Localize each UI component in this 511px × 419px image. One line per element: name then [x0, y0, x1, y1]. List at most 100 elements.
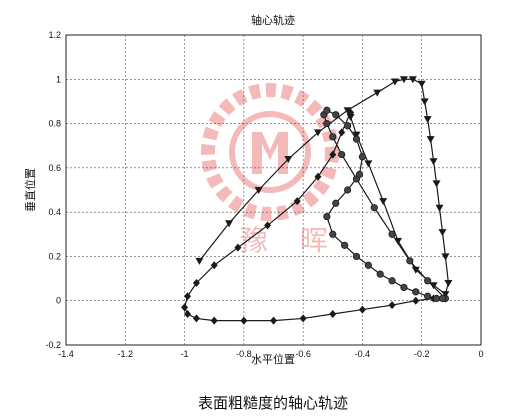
- data-point-triangle-down: [313, 129, 322, 137]
- data-point-diamond: [314, 172, 322, 181]
- data-point-triangle-down: [429, 158, 438, 166]
- data-point-triangle-down: [411, 266, 420, 274]
- chart-title: 轴心轨迹: [251, 13, 295, 27]
- data-point-triangle-down: [225, 220, 234, 228]
- data-point-triangle-down: [391, 78, 400, 86]
- svg-text:豫: 豫: [240, 225, 268, 256]
- data-point-circle: [352, 252, 361, 261]
- data-point-diamond: [329, 150, 337, 159]
- data-point-circle: [329, 230, 337, 238]
- y-tick-label: 1: [56, 74, 61, 84]
- data-point-triangle-down: [435, 204, 444, 212]
- data-point-triangle-down: [444, 280, 453, 287]
- data-point-circle: [424, 292, 432, 300]
- data-point-circle: [323, 106, 331, 114]
- x-tick-label: -1: [181, 349, 189, 359]
- x-tick-label: -0.6: [295, 349, 311, 359]
- x-tick-label: -1.4: [58, 349, 74, 359]
- data-point-circle: [358, 153, 367, 161]
- x-axis-label: 水平位置: [251, 352, 295, 366]
- figure-caption: 表面粗糙度的轴心轨迹: [198, 395, 348, 412]
- data-point-circle: [323, 212, 331, 221]
- x-tick-label: 0: [478, 349, 483, 359]
- data-point-circle: [323, 119, 331, 128]
- data-point-circle: [432, 294, 441, 303]
- data-point-circle: [338, 150, 346, 159]
- data-point-circle: [341, 241, 349, 249]
- data-point-circle: [388, 230, 396, 238]
- data-point-diamond: [358, 305, 366, 314]
- x-tick-label: -0.8: [236, 349, 252, 359]
- data-point-circle: [329, 133, 337, 141]
- x-tick-labels: -1.4 -1.2 -1 -0.8 -0.6 -0.4 -0.2 0: [58, 349, 483, 359]
- data-point-triangle-down: [399, 76, 408, 84]
- data-point-triangle-down: [364, 160, 373, 168]
- data-point-circle: [438, 294, 447, 303]
- x-tick-label: -1.2: [118, 349, 134, 359]
- data-point-diamond: [192, 314, 200, 323]
- y-axis-label: 垂直位置: [23, 168, 37, 212]
- data-point-circle: [352, 135, 361, 143]
- y-tick-label: 0.8: [48, 119, 61, 129]
- data-point-triangle-down: [352, 131, 361, 139]
- y-tick-label: -0.2: [45, 340, 61, 350]
- data-point-circle: [412, 288, 420, 296]
- data-point-diamond: [293, 197, 301, 206]
- watermark-logo: 豫 晖: [201, 83, 339, 256]
- data-point-triangle-down: [408, 76, 417, 84]
- data-point-diamond: [270, 316, 277, 325]
- data-point-diamond: [210, 261, 218, 270]
- orbit-line-triangle-down: [198, 78, 450, 296]
- y-tick-label: 0.6: [48, 163, 61, 173]
- y-tick-label: 0: [56, 296, 61, 306]
- y-tick-label: 0.2: [48, 251, 61, 261]
- y-tick-label: 1.2: [48, 30, 61, 40]
- data-point-diamond: [299, 314, 307, 323]
- plot-frame: [65, 34, 482, 346]
- data-point-diamond: [184, 310, 192, 318]
- data-point-triangle-down: [426, 136, 435, 144]
- data-point-circle: [370, 204, 378, 212]
- data-point-circle: [388, 277, 396, 285]
- data-point-triangle-down: [420, 98, 429, 106]
- data-point-circle: [424, 277, 432, 285]
- data-point-diamond: [329, 310, 337, 318]
- data-point-circle: [344, 186, 352, 194]
- data-point-circle: [344, 122, 352, 130]
- data-point-circle: [376, 270, 384, 278]
- data-point-diamond: [264, 221, 272, 230]
- data-point-circle: [332, 111, 340, 119]
- data-point-diamond: [412, 296, 420, 305]
- data-point-triangle-down: [284, 156, 293, 163]
- data-point-triangle-down: [438, 229, 447, 237]
- data-point-triangle-down: [373, 89, 382, 97]
- data-point-triangle-down: [441, 253, 450, 261]
- data-point-diamond: [388, 301, 396, 310]
- data-point-triangle-down: [432, 180, 441, 188]
- y-tick-label: 0.4: [48, 207, 61, 217]
- data-point-circle: [332, 199, 340, 207]
- x-tick-label: -0.4: [355, 349, 371, 359]
- svg-text:晖: 晖: [300, 225, 328, 256]
- data-point-diamond: [338, 128, 346, 137]
- data-point-circle: [364, 261, 372, 269]
- data-point-diamond: [234, 243, 242, 252]
- data-point-circle: [406, 257, 414, 265]
- y-tick-labels: -0.2 0 0.2 0.4 0.6 0.8 1 1.2: [45, 30, 61, 350]
- data-point-triangle-down: [417, 80, 426, 88]
- data-point-triangle-down: [195, 257, 204, 265]
- data-point-triangle-down: [343, 107, 352, 115]
- data-point-diamond: [192, 279, 200, 287]
- data-point-triangle-down: [379, 198, 388, 206]
- data-point-triangle-down: [254, 187, 263, 194]
- grid-lines: [66, 35, 481, 345]
- x-tick-label: -0.2: [414, 349, 430, 359]
- data-point-triangle-down: [423, 116, 432, 124]
- data-point-diamond: [184, 292, 192, 301]
- data-point-circle: [400, 283, 408, 292]
- data-point-diamond: [181, 303, 189, 312]
- data-point-diamond: [210, 316, 218, 325]
- data-point-circle: [355, 170, 364, 179]
- data-point-diamond: [240, 316, 248, 325]
